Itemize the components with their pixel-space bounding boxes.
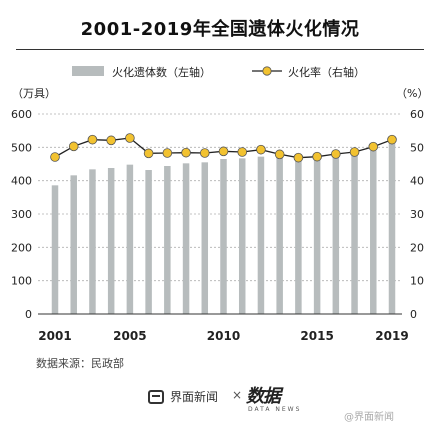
data-source: 数据来源：民政部: [36, 357, 124, 370]
bar: [145, 170, 152, 314]
bar: [257, 156, 265, 314]
bar: [51, 185, 59, 314]
weibo-watermark: @界面新闻: [344, 412, 394, 423]
bar: [313, 155, 321, 314]
rate-point: [125, 133, 135, 143]
data-news-logo: 数据: [246, 386, 281, 407]
rate-point: [50, 152, 60, 162]
bar: [332, 154, 340, 314]
legend-bar-swatch: [72, 66, 104, 76]
rate-point: [368, 141, 379, 152]
bar: [70, 175, 77, 314]
right-tick-label: 60: [410, 108, 424, 121]
rate-point: [331, 149, 341, 159]
right-axis-unit: （%）: [396, 87, 428, 100]
x-tick-label: 2005: [113, 329, 146, 343]
right-tick-label: 20: [410, 241, 424, 254]
right-tick-label: 50: [410, 141, 424, 154]
rate-point: [181, 147, 191, 158]
footer: 界面新闻 × 数据 DATA NEWS @界面新闻: [0, 380, 440, 423]
left-tick-label: 500: [11, 141, 32, 154]
left-tick-label: 100: [11, 275, 32, 288]
x-tick-label: 2010: [207, 329, 240, 343]
rate-point: [312, 151, 322, 162]
bar: [351, 152, 358, 314]
title-underline: [16, 49, 424, 50]
right-tick-label: 10: [410, 275, 424, 288]
rate-point: [143, 148, 154, 159]
rate-point: [68, 141, 79, 152]
x-tick-label: 2019: [375, 329, 408, 343]
bar: [182, 163, 190, 314]
left-tick-label: 600: [11, 108, 32, 121]
bar: [295, 155, 302, 314]
bar: [126, 164, 134, 314]
bar: [220, 159, 227, 314]
right-tick-label: 30: [410, 208, 424, 221]
rate-point: [218, 146, 229, 157]
left-tick-label: 400: [11, 175, 32, 188]
brand-name: 界面新闻: [170, 390, 219, 404]
rate-point: [87, 134, 98, 145]
bar: [388, 142, 396, 314]
left-axis-unit: （万具）: [12, 87, 56, 100]
rate-point: [274, 149, 285, 160]
cross-sign: ×: [232, 388, 243, 402]
chart-title: 2001-2019年全国遗体火化情况: [80, 19, 360, 40]
rate-point: [106, 135, 116, 146]
rate-point: [293, 152, 304, 163]
jiemian-logo-icon: [148, 389, 164, 404]
legend-marker-swatch: [262, 66, 272, 76]
rate-point: [237, 147, 248, 157]
bar: [370, 150, 377, 314]
bar: [89, 169, 96, 314]
left-tick-label: 0: [25, 308, 32, 321]
bar: [276, 156, 283, 314]
rate-point: [162, 148, 173, 158]
legend-line-label: 火化率（右轴）: [288, 65, 365, 79]
right-tick-label: 40: [410, 175, 424, 188]
x-tick-label: 2015: [300, 329, 333, 343]
bar: [238, 158, 246, 314]
rate-point: [349, 147, 360, 157]
brand: 界面新闻: [148, 388, 218, 405]
bar: [201, 162, 209, 314]
legend-bar-label: 火化遗体数（左轴）: [112, 65, 211, 79]
rate-point: [256, 144, 266, 155]
x-tick-label: 2001: [38, 329, 71, 343]
bar: [107, 168, 115, 314]
title-area: 2001-2019年全国遗体火化情况: [16, 8, 424, 50]
left-tick-label: 200: [11, 241, 32, 254]
right-tick-label: 0: [410, 308, 417, 321]
left-tick-label: 300: [11, 208, 32, 221]
rate-point: [199, 148, 210, 158]
bar: [164, 166, 171, 314]
data-news-logo-sub: DATA NEWS: [248, 406, 302, 413]
combo-chart: 火化遗体数（左轴） 火化率（右轴）（万具） （%）01002003004005006…: [11, 65, 428, 343]
rate-point: [387, 134, 397, 145]
